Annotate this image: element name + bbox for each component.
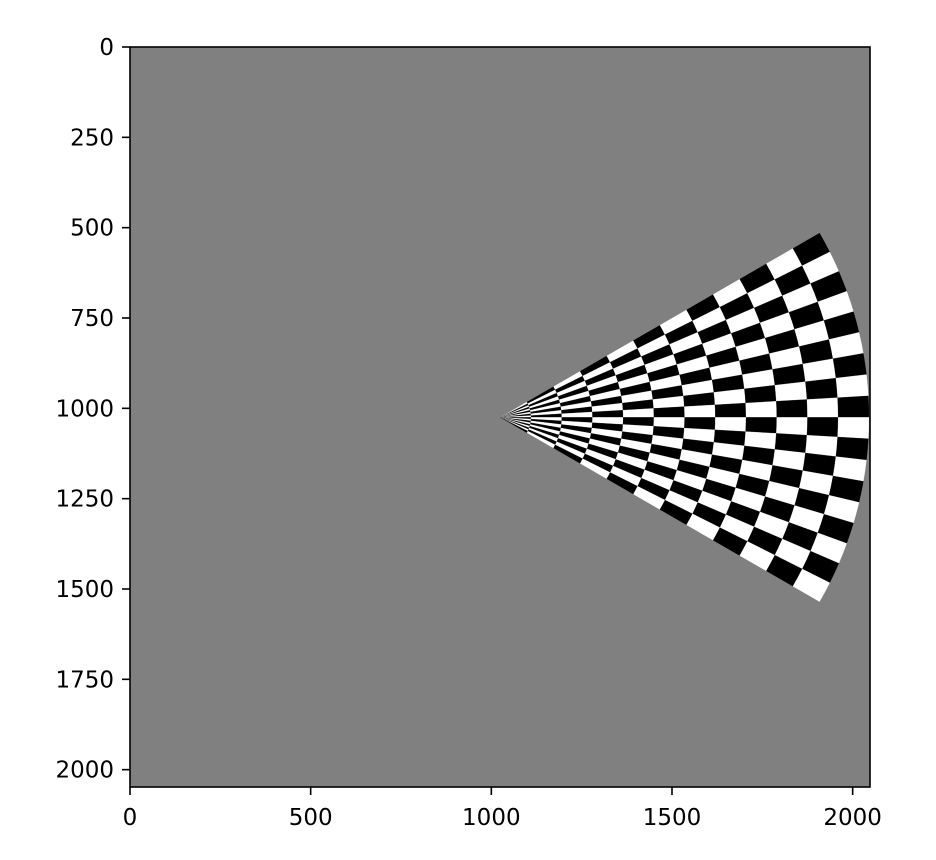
y-tick-label: 1000 xyxy=(55,396,114,422)
fan-cell xyxy=(714,402,747,418)
x-tick-label: 0 xyxy=(123,805,138,831)
fan-cell xyxy=(776,417,808,436)
y-axis: 0 250 500 750 1000 1250 1500 1750 2000 xyxy=(55,35,130,784)
y-tick-label: 1500 xyxy=(55,577,114,603)
fan-cell xyxy=(774,381,808,402)
y-tick-label: 1750 xyxy=(55,667,114,693)
fan-cell xyxy=(714,417,747,432)
fan-cell xyxy=(684,404,716,418)
fan-cell xyxy=(835,436,869,461)
y-tick-label: 500 xyxy=(70,216,114,242)
x-axis: 0 500 1000 1500 2000 xyxy=(123,787,882,831)
fan-cell xyxy=(805,377,838,400)
fan-cell xyxy=(792,568,830,602)
fan-cell xyxy=(745,401,777,418)
x-tick-label: 2000 xyxy=(823,805,882,831)
x-tick-label: 1000 xyxy=(462,805,521,831)
plot-frame xyxy=(129,46,871,788)
x-tick-label: 1500 xyxy=(643,805,702,831)
checkerboard-fan xyxy=(500,232,870,602)
y-tick-label: 750 xyxy=(70,306,114,332)
fan-cell xyxy=(806,417,839,438)
fan-cell xyxy=(837,395,870,418)
fan-cell xyxy=(684,417,716,431)
fan-cell xyxy=(806,397,839,418)
fan-cell xyxy=(837,417,870,439)
plot-area xyxy=(129,46,871,788)
y-tick-label: 2000 xyxy=(55,758,114,784)
y-tick-label: 1250 xyxy=(55,487,114,513)
y-tick-label: 250 xyxy=(70,125,114,151)
fan-cell xyxy=(835,374,869,398)
fan-cell xyxy=(805,435,838,457)
y-tick-label: 0 xyxy=(99,35,114,61)
fan-cell xyxy=(745,417,777,434)
fan-cell xyxy=(776,399,808,418)
fan-cell xyxy=(653,406,685,418)
x-tick-label: 500 xyxy=(289,805,333,831)
